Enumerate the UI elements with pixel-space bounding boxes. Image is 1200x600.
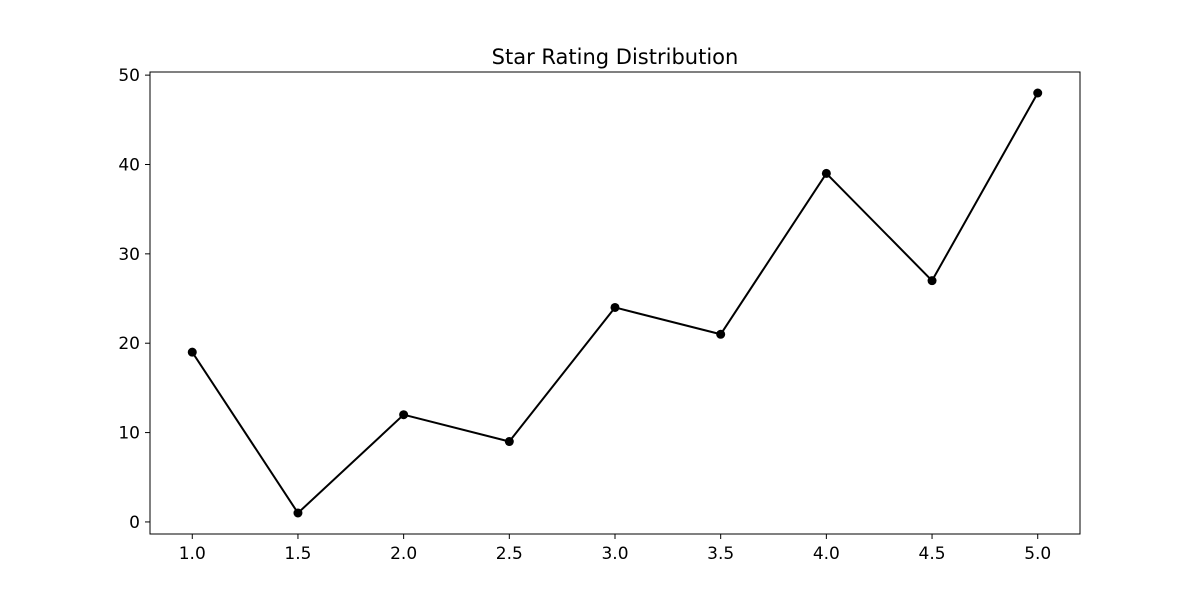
data-point [927,276,937,286]
y-tick-label: 40 [118,155,140,175]
data-point [1033,88,1043,98]
x-tick-label: 4.0 [813,544,840,564]
x-tick-label: 5.0 [1024,544,1051,564]
y-tick-label: 10 [118,424,140,444]
data-point [187,347,197,357]
series-layer [187,88,1043,518]
y-tick-label: 20 [118,334,140,354]
chart-title: Star Rating Distribution [492,45,739,69]
data-point [716,329,726,339]
data-point [610,302,620,312]
x-tick-label: 3.0 [601,544,628,564]
data-point [504,437,514,447]
x-tick-label: 1.5 [284,544,311,564]
y-tick-label: 30 [118,245,140,265]
x-tick-label: 3.5 [707,544,734,564]
x-tick-label: 2.5 [496,544,523,564]
data-point [399,410,409,420]
x-tick-label: 4.5 [919,544,946,564]
x-tick-label: 2.0 [390,544,417,564]
data-point [293,508,303,518]
x-axis: 1.0 1.5 2.0 2.5 3.0 3.5 4.0 4.5 5.0 [179,534,1051,564]
y-tick-label: 50 [118,66,140,86]
x-tick-label: 1.0 [179,544,206,564]
y-tick-label: 0 [129,513,140,533]
y-axis: 0 10 20 30 40 50 [118,66,150,533]
data-point [821,168,831,178]
